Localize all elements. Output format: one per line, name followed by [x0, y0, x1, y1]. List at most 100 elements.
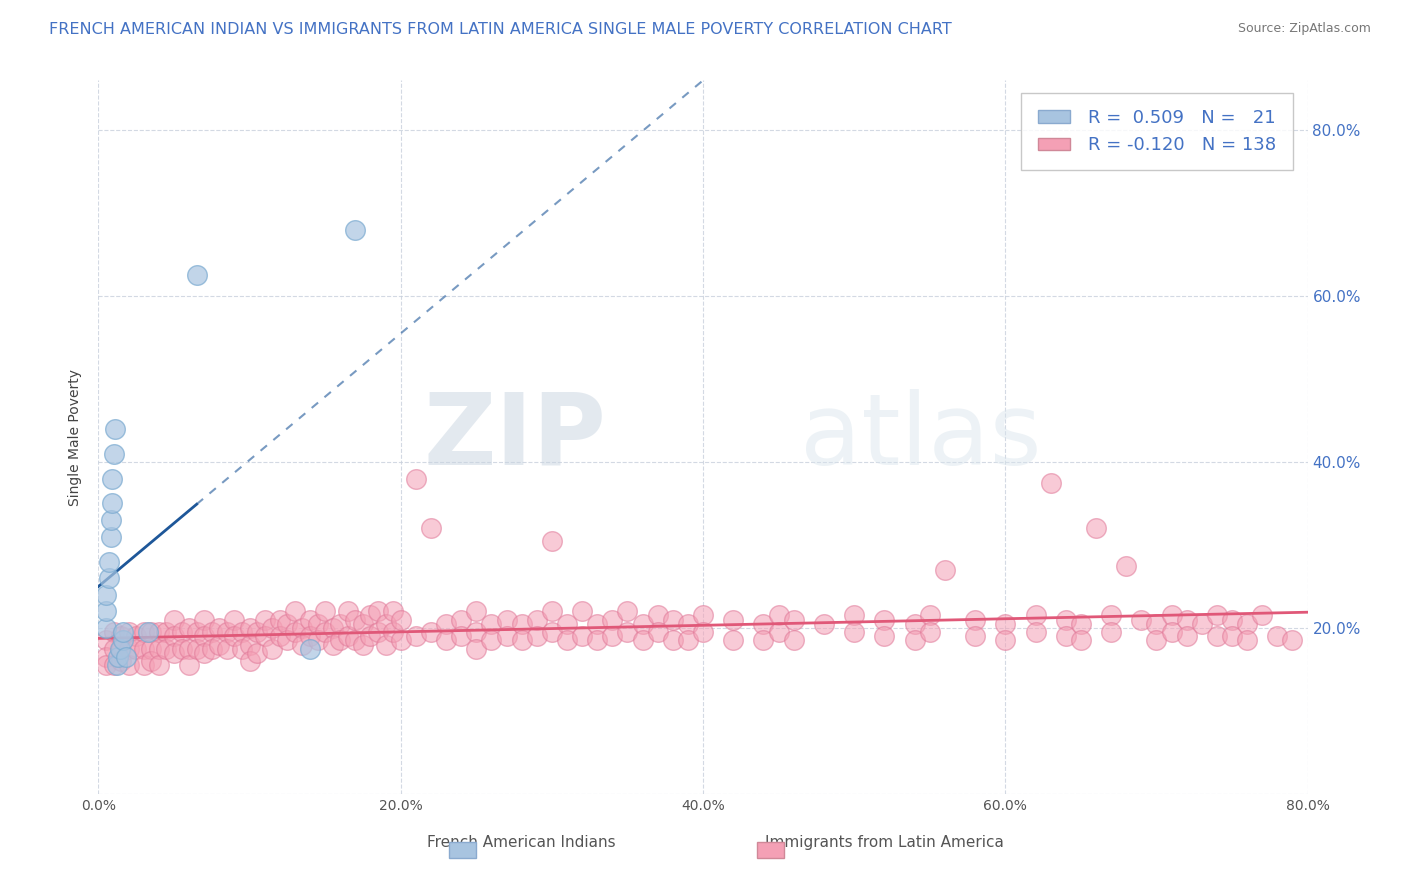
Point [94, 658, 117, 673]
Point [1220, 613, 1243, 627]
Point [1206, 629, 1229, 643]
Point [110, 654, 132, 668]
Point [125, 629, 148, 643]
Point [215, 641, 238, 656]
Point [118, 625, 141, 640]
Point [299, 641, 322, 656]
Point [692, 625, 714, 640]
Point [382, 625, 405, 640]
Point [186, 625, 208, 640]
Point [352, 638, 374, 652]
Point [723, 633, 745, 648]
Point [118, 641, 141, 656]
Point [1175, 629, 1198, 643]
Point [224, 613, 246, 627]
Point [481, 633, 503, 648]
Point [465, 641, 488, 656]
Point [344, 613, 367, 627]
Point [904, 633, 927, 648]
Point [329, 633, 352, 648]
Point [103, 658, 125, 673]
Point [179, 658, 201, 673]
Point [382, 604, 405, 618]
Point [465, 625, 488, 640]
Point [179, 621, 201, 635]
Point [1024, 625, 1046, 640]
Point [510, 616, 533, 631]
Point [105, 658, 128, 673]
Point [1267, 629, 1289, 643]
Point [555, 633, 578, 648]
Point [98, 571, 121, 585]
Point [918, 608, 941, 623]
Point [1099, 608, 1122, 623]
Point [98, 555, 121, 569]
Point [571, 629, 593, 643]
Point [94, 633, 117, 648]
Y-axis label: Single Male Poverty: Single Male Poverty [69, 368, 83, 506]
Point [616, 625, 638, 640]
Point [420, 521, 443, 535]
Point [647, 625, 669, 640]
Point [132, 641, 155, 656]
Point [329, 616, 352, 631]
Point [103, 447, 125, 461]
Point [661, 633, 683, 648]
Point [336, 604, 359, 618]
Point [108, 641, 131, 656]
Point [322, 638, 344, 652]
Point [141, 654, 163, 668]
Point [107, 650, 129, 665]
Point [336, 629, 359, 643]
Point [94, 621, 117, 635]
Point [344, 222, 367, 236]
Point [1160, 625, 1182, 640]
Text: atlas: atlas [800, 389, 1042, 485]
Point [208, 638, 231, 652]
Point [291, 638, 314, 652]
Point [526, 613, 548, 627]
Point [540, 533, 562, 548]
Point [752, 633, 775, 648]
Point [616, 604, 638, 618]
Point [783, 613, 806, 627]
Point [193, 613, 215, 627]
Point [405, 629, 427, 643]
Point [148, 658, 170, 673]
Point [186, 641, 208, 656]
Point [405, 472, 427, 486]
FancyBboxPatch shape [758, 842, 785, 858]
Point [103, 641, 125, 656]
Point [873, 613, 896, 627]
Point [1070, 633, 1092, 648]
Point [934, 563, 956, 577]
Point [676, 633, 699, 648]
Point [201, 625, 224, 640]
Point [110, 629, 132, 643]
Point [239, 638, 262, 652]
Point [314, 625, 336, 640]
Text: ZIP: ZIP [423, 389, 606, 485]
Point [1236, 633, 1258, 648]
Point [163, 613, 186, 627]
Point [450, 629, 472, 643]
Point [170, 625, 193, 640]
Point [571, 604, 593, 618]
Point [1054, 629, 1077, 643]
Point [1130, 613, 1153, 627]
Point [1070, 616, 1092, 631]
Point [100, 530, 122, 544]
Text: Source: ZipAtlas.com: Source: ZipAtlas.com [1237, 22, 1371, 36]
Point [186, 268, 208, 283]
Point [276, 616, 298, 631]
Point [111, 625, 134, 640]
Point [374, 638, 396, 652]
Point [1144, 616, 1167, 631]
Point [224, 629, 246, 643]
FancyBboxPatch shape [449, 842, 475, 858]
Point [231, 625, 253, 640]
Point [269, 613, 291, 627]
Point [481, 616, 503, 631]
Point [495, 613, 517, 627]
Point [676, 616, 699, 631]
